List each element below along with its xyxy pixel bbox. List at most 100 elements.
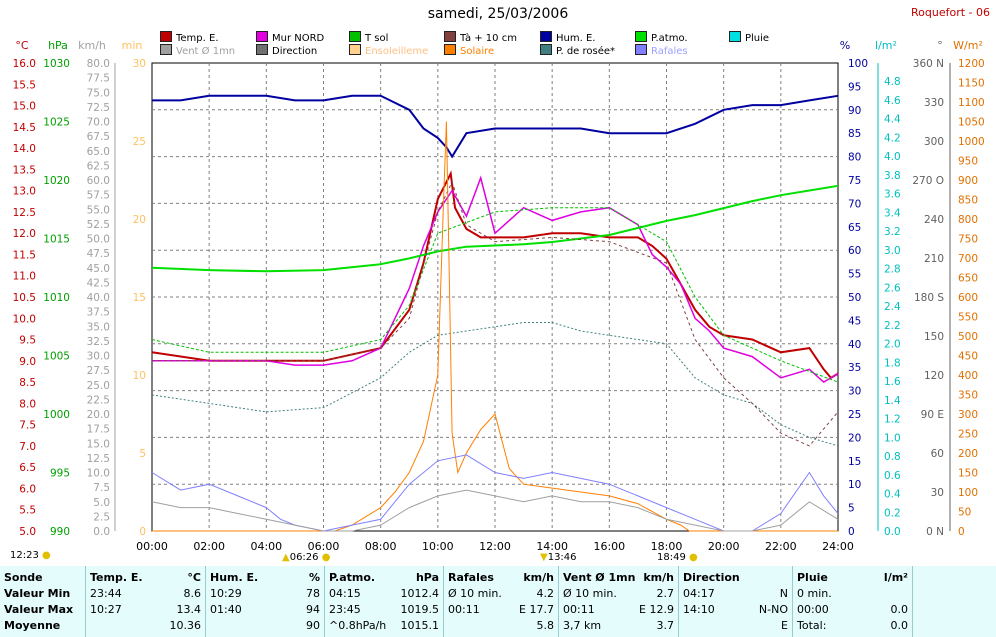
axis-tick-wind: 52.5	[87, 219, 110, 231]
axis-tick-solar: 300	[958, 409, 978, 421]
axis-tick-temp: 11.5	[13, 249, 36, 261]
stats-row: 10:29 78	[210, 586, 320, 602]
axis-tick-solar: 600	[958, 292, 978, 304]
stats-table: Sonde Valeur Min Valeur Max Moyenne Temp…	[0, 566, 996, 637]
axis-tick-wind: 75.0	[87, 87, 110, 99]
stats-cell-value: 78	[306, 587, 320, 600]
legend-ta-10cm: Tà + 10 cm	[444, 31, 517, 45]
stats-row: E	[683, 618, 788, 634]
axis-tick-solar: 150	[958, 468, 978, 480]
axis-tick-hum: 0	[848, 526, 855, 538]
axis-tick-rain: 4.2	[884, 132, 901, 144]
stats-cell-label: 10:29	[210, 587, 242, 600]
axis-tick-time: 00:00	[136, 540, 168, 553]
legend-swatch	[729, 31, 741, 42]
stats-col-gust: Rafales km/h Ø 10 min. 4.2 00:11 E 17.7 5.8	[444, 566, 559, 637]
axis-tick-time: 12:00	[479, 540, 511, 553]
axis-tick-temp: 7.0	[19, 441, 36, 453]
axis-tick-temp: 9.0	[19, 356, 36, 368]
chart-title: samedi, 25/03/2006	[427, 6, 569, 22]
stats-cell-value: N-NO	[758, 603, 788, 616]
axis-tick-time: 20:00	[708, 540, 740, 553]
stats-row: Temp. E. °C	[90, 570, 201, 586]
axis-tick-sun: 25	[133, 136, 146, 148]
legend-ensoleillement: Ensoleilleme	[349, 44, 428, 58]
axis-tick-rain: 0.6	[884, 470, 901, 482]
legend-hum-ext: Hum. E.	[540, 31, 595, 45]
axis-tick-press: 1005	[43, 351, 70, 363]
stats-cell-value: 1015.1	[400, 619, 440, 632]
row-max-label: Valeur Max	[4, 603, 74, 616]
axis-tick-hum: 70	[848, 198, 861, 210]
axis-tick-sun: 0	[139, 526, 146, 538]
axis-unit-temp: °C	[15, 39, 29, 52]
axis-tick-solar: 800	[958, 214, 978, 226]
stats-cell-label: 10:27	[90, 603, 122, 616]
axis-tick-press: 990	[50, 526, 70, 538]
stats-cell-value: 10.36	[169, 619, 202, 632]
axis-tick-solar: 1050	[958, 117, 985, 129]
grid	[151, 62, 839, 532]
axis-tick-wind: 7.5	[93, 482, 110, 494]
stats-cell-label: Pluie	[797, 571, 828, 584]
stats-cell-label: Rafales	[448, 571, 494, 584]
sun-mark-left: 12:23 ●	[10, 550, 51, 561]
axis-tick-hum: 100	[848, 58, 868, 70]
legend-pluie: Pluie	[729, 31, 769, 45]
stats-cell-label: 04:15	[329, 587, 361, 600]
axis-tick-hum: 85	[848, 128, 861, 140]
stats-row: 0 min.	[797, 586, 908, 602]
stats-cell-label: 00:11	[563, 603, 595, 616]
axis-tick-wind: 2.5	[93, 511, 110, 523]
axis-tick-wind: 80.0	[87, 58, 110, 70]
axis-tick-time: 10:00	[422, 540, 454, 553]
axis-tick-rain: 3.2	[884, 226, 901, 238]
axes: 16.0 15.5 15.0 14.5 14.0 13.5 13.0 12.5 12.0 11.5…	[13, 39, 985, 553]
axis-tick-press: 1015	[43, 234, 70, 246]
axis-tick-wind: 77.5	[87, 73, 110, 85]
axis-tick-temp: 11.0	[13, 271, 36, 283]
stats-cell-value: hPa	[415, 571, 439, 584]
stats-cell-value: %	[308, 571, 320, 584]
stats-cell-label: Ø 10 min.	[448, 587, 502, 600]
stats-cell-label: Total:	[797, 619, 827, 632]
axis-tick-temp: 15.0	[13, 101, 36, 113]
series-line-p-atmo	[151, 184, 839, 273]
axis-tick-hum: 65	[848, 222, 861, 234]
legend-swatch	[444, 31, 456, 42]
axis-tick-temp: 7.5	[19, 420, 36, 432]
axis-tick-dir: 30	[931, 487, 944, 499]
axis-tick-rain: 3.8	[884, 170, 901, 182]
sunrise-icon: ▲	[282, 552, 290, 563]
axis-tick-wind: 17.5	[87, 424, 110, 436]
axis-tick-wind: 15.0	[87, 438, 110, 450]
axis-tick-hum: 60	[848, 245, 861, 257]
stats-cell-label: 23:45	[329, 603, 361, 616]
axis-tick-time: 14:00	[536, 540, 568, 553]
axis-tick-wind: 37.5	[87, 307, 110, 319]
axis-tick-temp: 13.0	[13, 186, 36, 198]
axis-tick-dir: 150	[924, 331, 944, 343]
stats-row: 14:10 N-NO	[683, 602, 788, 618]
axis-tick-rain: 3.6	[884, 189, 901, 201]
axis-tick-hum: 55	[848, 269, 861, 281]
axis-tick-sun: 15	[133, 292, 146, 304]
axis-tick-temp: 10.0	[13, 313, 36, 325]
stats-cell-value: 4.2	[536, 587, 555, 600]
axis-tick-wind: 40.0	[87, 292, 110, 304]
legend-vent: Vent Ø 1mn	[160, 44, 235, 58]
axis-tick-rain: 4.6	[884, 95, 901, 107]
axis-tick-wind: 45.0	[87, 263, 110, 275]
axis-tick-wind: 60.0	[87, 175, 110, 187]
stats-cell-value: 0.0	[890, 603, 909, 616]
axis-tick-solar: 650	[958, 273, 978, 285]
axis-tick-rain: 2.8	[884, 264, 901, 276]
axis-tick-temp: 6.0	[19, 483, 36, 495]
axis-tick-rain: 1.4	[884, 395, 901, 407]
axis-tick-wind: 70.0	[87, 117, 110, 129]
stats-cell-label: Hum. E.	[210, 571, 259, 584]
axis-unit-wind: km/h	[78, 39, 106, 52]
axis-tick-dir: 330	[924, 97, 944, 109]
stats-cell-value: km/h	[643, 571, 674, 584]
axis-tick-wind: 32.5	[87, 336, 110, 348]
